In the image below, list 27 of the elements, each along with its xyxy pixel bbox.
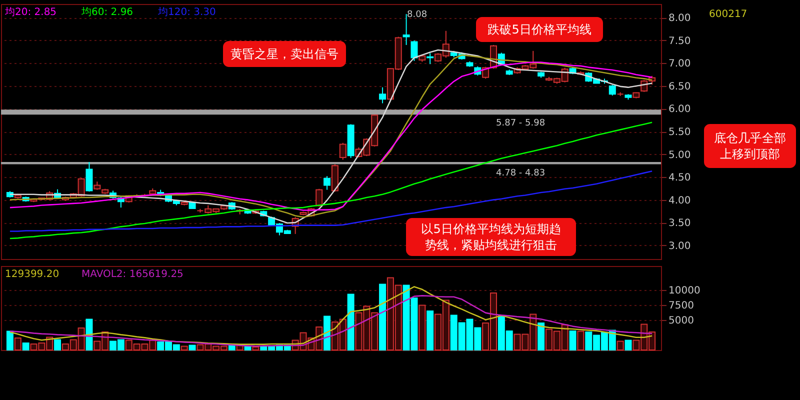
text: 底仓几乎全部上移到顶部: [714, 131, 786, 161]
y-tick-label: 10000: [668, 286, 700, 296]
y-tick-label: 7.00: [668, 58, 691, 70]
y-tick-label: 6.50: [668, 81, 691, 92]
annotation: 黄昏之星，卖出信号: [230, 47, 338, 61]
y-tick-label: 8.00: [668, 13, 691, 24]
y-tick-label: 7500: [668, 300, 694, 312]
text: 均20: 2.85: [4, 6, 57, 18]
y-tick-label: 3.00: [668, 240, 691, 252]
annotation: 以5日价格平均线为短期趋势线，紧贴均线进行狙击: [421, 222, 561, 252]
band-label: 5.87 - 5.98: [496, 118, 546, 129]
y-tick-label: 5.00: [668, 150, 691, 161]
y-tick-label: 3.50: [668, 218, 691, 230]
y-tick-label: 5000: [668, 316, 694, 326]
y-tick-label: 4.00: [668, 195, 691, 206]
text: MAVOL2: 165619.25: [82, 269, 184, 280]
annotation: 跌破5日价格平均线: [488, 22, 592, 36]
y-tick-label: 4.50: [668, 172, 691, 184]
y-tick-label: 5.50: [668, 127, 691, 138]
y-tick-label: 6.00: [668, 104, 691, 116]
band-label: 4.78 - 4.83: [496, 168, 546, 178]
text: 均60: 2.96: [80, 6, 134, 18]
text: 600217: [709, 9, 748, 20]
text: 均120: 3.30: [157, 6, 216, 18]
annotation: 8.08: [407, 10, 428, 20]
y-tick-label: 7.50: [668, 36, 691, 47]
text: 129399.20: [5, 269, 60, 280]
